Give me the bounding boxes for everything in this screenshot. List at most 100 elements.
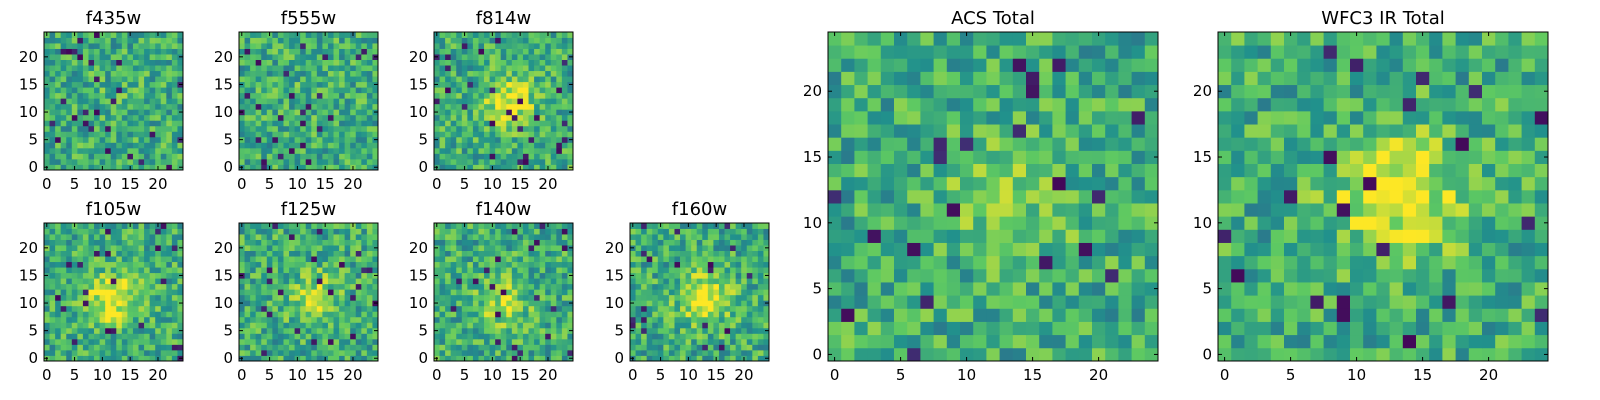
- heatmap-cell: [294, 283, 301, 290]
- heatmap-cell: [506, 316, 513, 323]
- heatmap-cell: [461, 37, 468, 44]
- heatmap-cell: [522, 355, 529, 362]
- heatmap-cell: [691, 316, 698, 323]
- heatmap-cell: [534, 114, 541, 121]
- heatmap-cell: [344, 70, 351, 77]
- x-tick-label: 20: [538, 366, 557, 384]
- heatmap-cell: [652, 239, 659, 246]
- heatmap-cell: [355, 234, 362, 240]
- heatmap-cell: [121, 338, 128, 345]
- heatmap-cell: [696, 228, 703, 235]
- heatmap-cell: [300, 125, 307, 132]
- heatmap-cell: [567, 120, 574, 127]
- heatmap-cell: [752, 305, 759, 312]
- heatmap-cell: [372, 43, 379, 49]
- heatmap-cell: [322, 272, 329, 279]
- heatmap-cell: [355, 32, 362, 38]
- heatmap-cell: [757, 294, 764, 301]
- heatmap-cell: [561, 300, 568, 307]
- heatmap-cell: [244, 131, 251, 138]
- heatmap-cell: [239, 70, 245, 77]
- heatmap-cell: [973, 242, 987, 257]
- heatmap-cell: [127, 239, 134, 246]
- heatmap-cell: [1078, 308, 1093, 322]
- heatmap-cell: [467, 54, 474, 60]
- heatmap-cell: [88, 59, 95, 66]
- heatmap-cell: [933, 347, 948, 362]
- heatmap-cell: [277, 355, 284, 362]
- heatmap-cell: [434, 48, 440, 55]
- heatmap-cell: [635, 261, 642, 268]
- heatmap-cell: [55, 76, 62, 83]
- heatmap-cell: [461, 316, 468, 323]
- heatmap-cell: [713, 272, 720, 279]
- heatmap-cell: [550, 234, 557, 240]
- heatmap-cell: [66, 70, 73, 77]
- heatmap-cell: [445, 327, 452, 334]
- heatmap-cell: [652, 228, 659, 235]
- heatmap-cell: [746, 344, 753, 351]
- heatmap-cell: [144, 32, 151, 38]
- heatmap-cell: [718, 250, 725, 257]
- heatmap-cell: [1012, 347, 1027, 362]
- heatmap-cell: [730, 333, 737, 340]
- heatmap-cell: [517, 147, 524, 154]
- heatmap-cell: [506, 131, 513, 138]
- x-tick-label: 15: [316, 175, 335, 193]
- heatmap-cell: [166, 87, 173, 94]
- heatmap-cell: [1039, 163, 1053, 178]
- heatmap-cell: [484, 278, 490, 285]
- heatmap-cell: [361, 54, 368, 60]
- heatmap-cell: [735, 223, 742, 229]
- heatmap-cell: [960, 295, 974, 309]
- heatmap-cell: [539, 164, 546, 171]
- heatmap-cell: [707, 311, 714, 318]
- heatmap-cell: [294, 120, 301, 127]
- heatmap-cell: [44, 305, 50, 312]
- heatmap-cell: [1105, 334, 1119, 349]
- heatmap-cell: [339, 234, 346, 240]
- heatmap-cell: [724, 267, 731, 274]
- heatmap-cell: [539, 311, 546, 318]
- heatmap-cell: [556, 316, 563, 323]
- heatmap-cell: [718, 228, 725, 235]
- heatmap-cell: [127, 278, 134, 285]
- heatmap-cell: [255, 294, 262, 301]
- heatmap-cell: [635, 267, 642, 274]
- heatmap-cell: [239, 131, 245, 138]
- heatmap-cell: [60, 338, 67, 345]
- heatmap-cell: [250, 48, 257, 55]
- heatmap-cell: [894, 282, 908, 296]
- heatmap-cell: [105, 294, 112, 301]
- heatmap-cell: [272, 43, 279, 49]
- heatmap-cell: [327, 289, 334, 296]
- heatmap-cell: [539, 349, 546, 356]
- heatmap-cell: [534, 120, 541, 127]
- heatmap-cell: [110, 65, 117, 72]
- heatmap-cell: [177, 125, 184, 132]
- heatmap-cell: [289, 164, 295, 171]
- heatmap-cell: [511, 300, 518, 307]
- heatmap-cell: [350, 48, 357, 55]
- heatmap-cell: [272, 131, 279, 138]
- heatmap-cell: [155, 294, 162, 301]
- panel-title: f125w: [281, 199, 336, 220]
- heatmap-cell: [702, 239, 709, 246]
- heatmap-cell: [867, 255, 882, 270]
- heatmap-cell: [110, 245, 117, 251]
- heatmap-cell: [361, 114, 368, 121]
- heatmap-cell: [294, 158, 301, 165]
- heatmap-cell: [746, 289, 753, 296]
- heatmap-cell: [272, 103, 279, 110]
- heatmap-cell: [467, 283, 474, 290]
- heatmap-cell: [132, 136, 139, 143]
- heatmap-cell: [713, 283, 720, 290]
- heatmap-cell: [49, 239, 56, 246]
- heatmap-cell: [160, 256, 167, 263]
- heatmap-cell: [685, 322, 692, 329]
- heatmap-cell: [66, 109, 73, 116]
- heatmap-cell: [71, 322, 78, 329]
- heatmap-cell: [277, 349, 284, 356]
- heatmap-cell: [344, 92, 351, 99]
- heatmap-cell: [316, 322, 323, 329]
